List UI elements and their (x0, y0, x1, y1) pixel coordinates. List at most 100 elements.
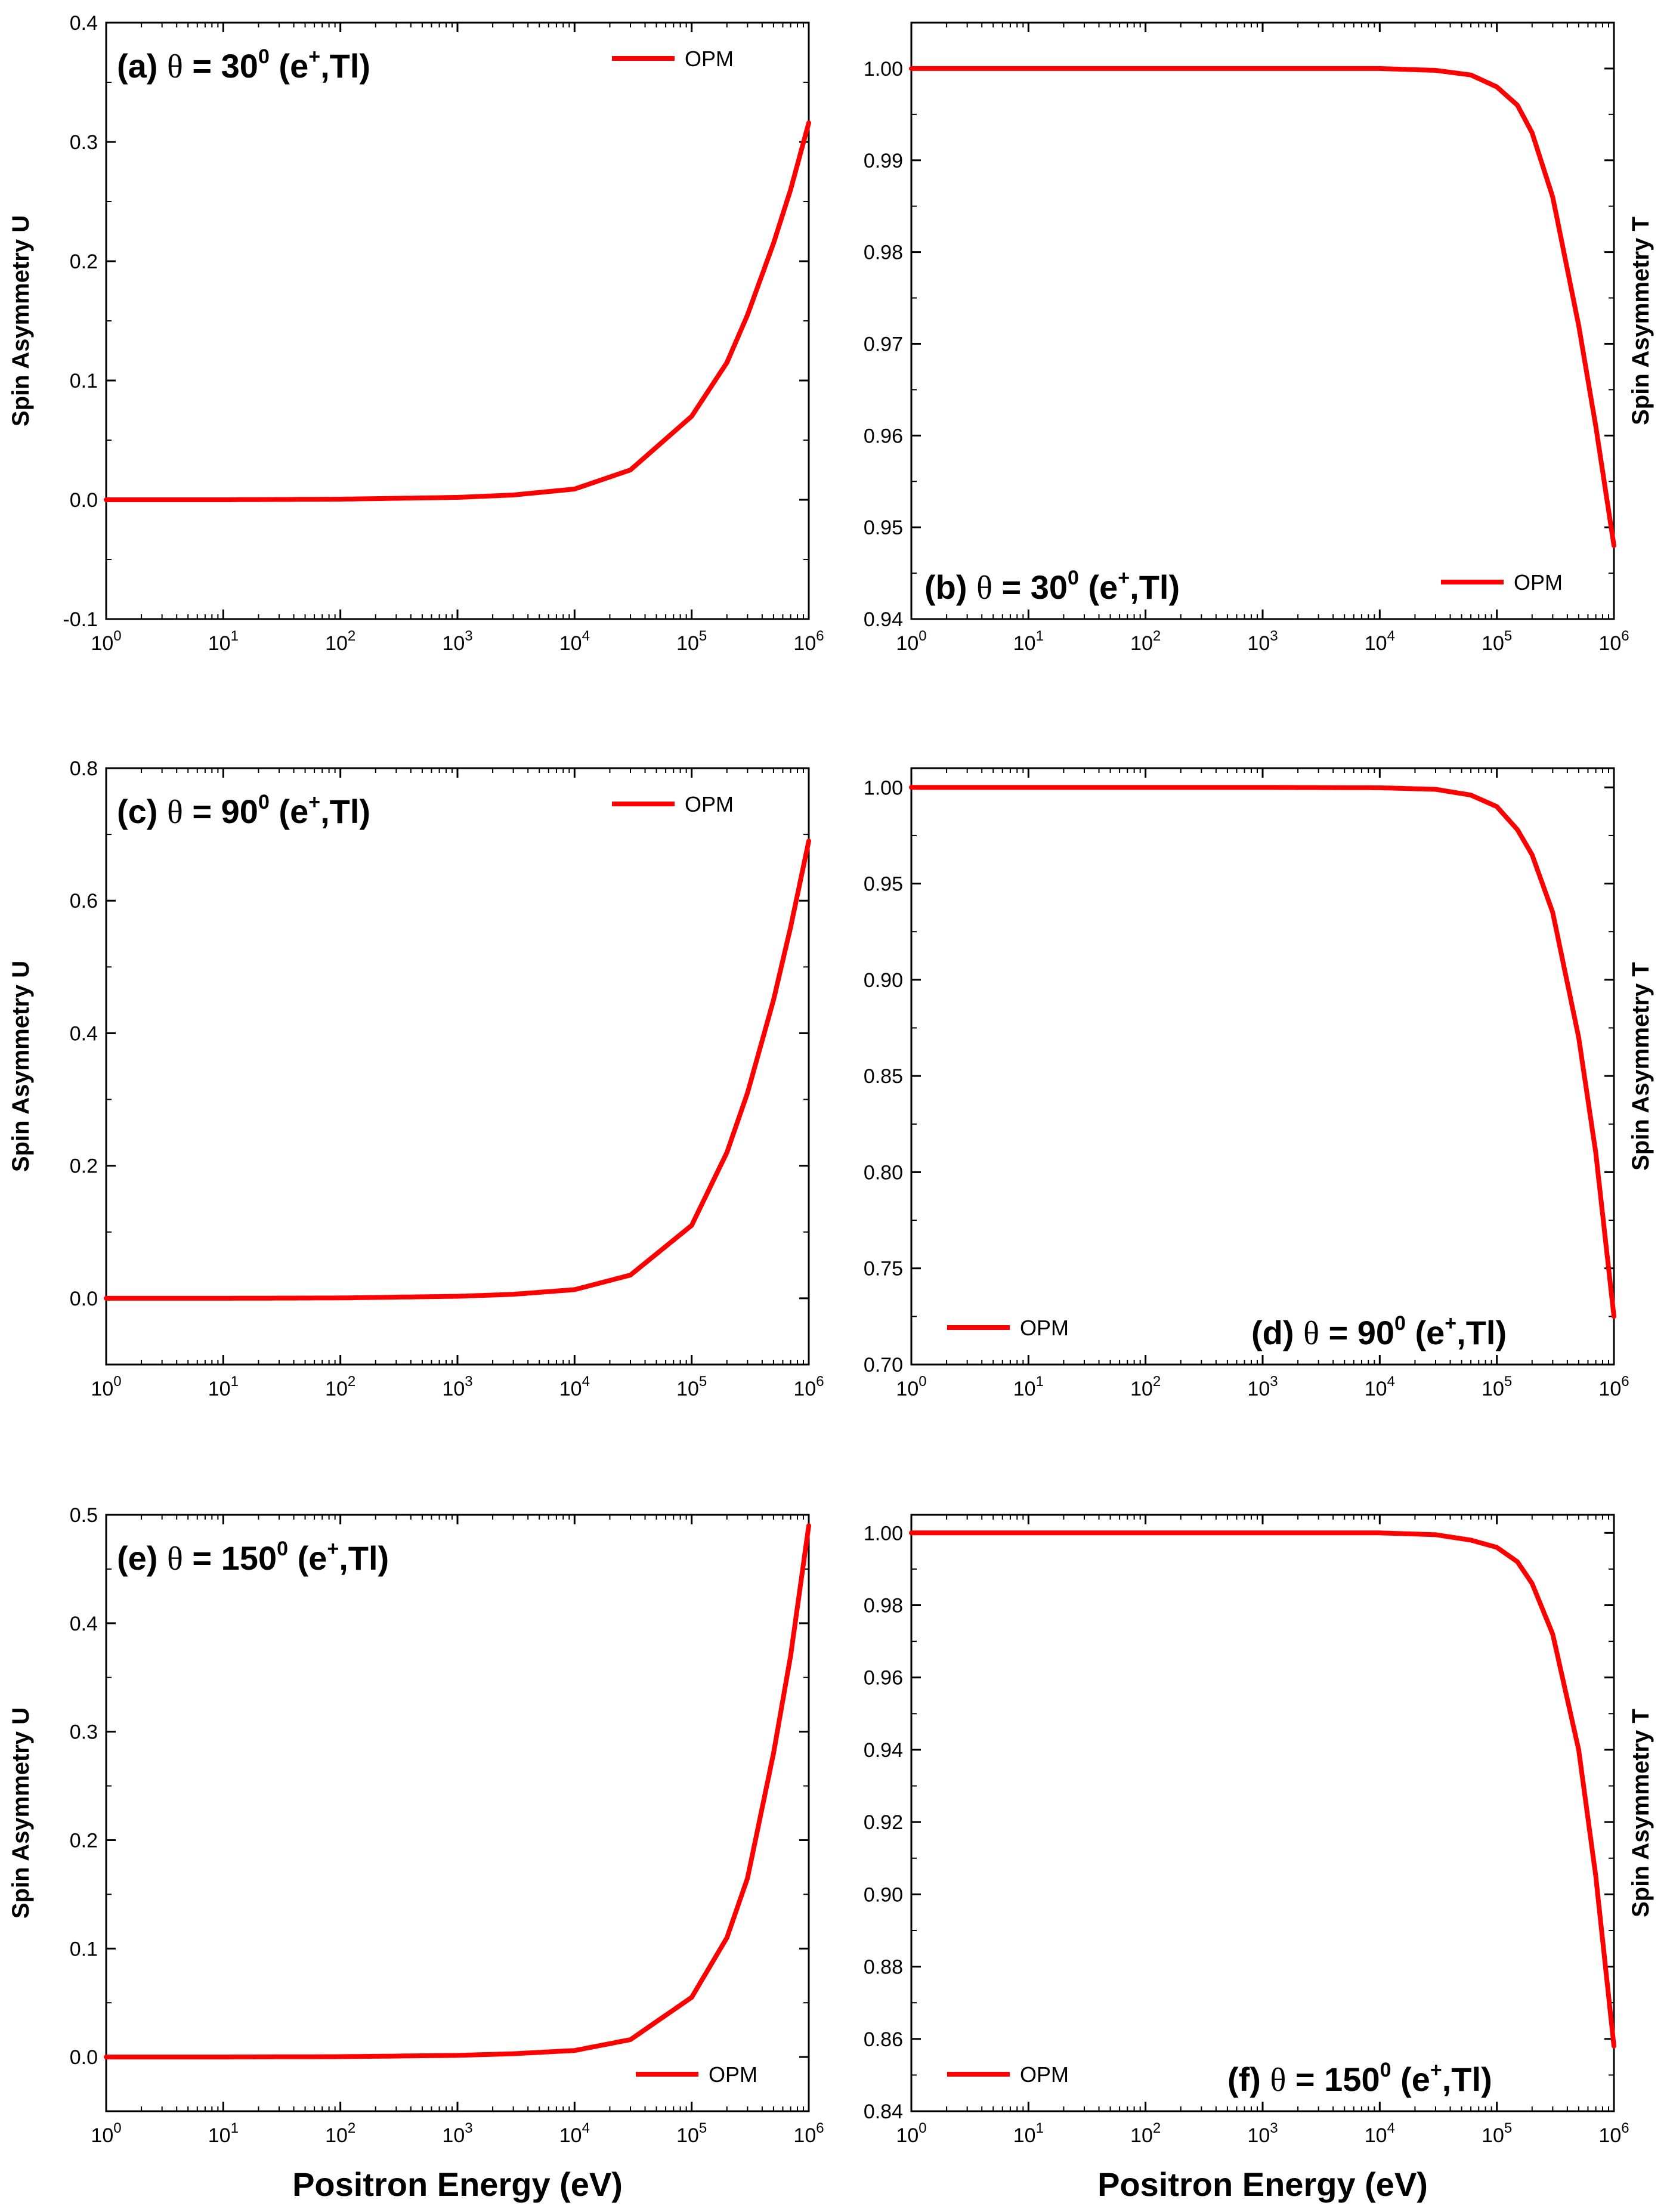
y-tick-label: 0.95 (864, 873, 903, 896)
y-axis-title: Spin Asymmetry U (8, 215, 34, 426)
y-tick-label: 0.96 (864, 1667, 903, 1690)
y-tick-label: 0.4 (70, 1613, 98, 1635)
x-tick-label: 106 (793, 628, 824, 655)
x-tick-label: 100 (896, 1373, 926, 1400)
x-tick-label: 100 (91, 628, 121, 655)
y-tick-label: 0.92 (864, 1811, 903, 1834)
panel-label: (d) θ = 900 (e+,Tl) (1251, 1312, 1507, 1352)
legend: OPM (947, 1316, 1069, 1340)
y-tick-label: 1.00 (864, 1522, 903, 1545)
x-tick-label: 103 (442, 1373, 472, 1400)
y-tick-label: 0.2 (70, 1155, 98, 1178)
y-tick-label: 0.94 (864, 608, 903, 631)
y-tick-label: 0.3 (70, 1721, 98, 1744)
chart-panel-e: 100 101 102 103 104 105 106 0.0 0.1 0.2 0.3 0.4 0.5 S… (8, 1504, 824, 2147)
y-tick-label: -0.1 (63, 608, 98, 631)
chart-panel-d: 100 101 102 103 104 105 106 0.70 0.75 0.80 0.85 0.9… (864, 767, 1654, 1400)
x-tick-label: 100 (91, 2120, 121, 2147)
x-tick-label: 101 (1013, 2120, 1044, 2147)
x-tick-label: 104 (559, 2120, 590, 2147)
x-tick-label: 100 (896, 628, 926, 655)
chart-panel-c: 100 101 102 103 104 105 106 0.0 0.2 0.4 0.6 0.8 Spin… (8, 757, 824, 1400)
x-tick-label: 102 (325, 628, 355, 655)
y-tick-label: 0.88 (864, 1956, 903, 1979)
x-axis-title-right: Positron Energy (eV) (1097, 2165, 1428, 2203)
y-tick-label: 0.90 (864, 969, 903, 992)
legend-label: OPM (1020, 1316, 1069, 1340)
series-line-opm (909, 66, 1616, 548)
x-tick-label: 105 (676, 2120, 707, 2147)
x-tick-label: 105 (1482, 2120, 1512, 2147)
y-tick-label: 0.90 (864, 1883, 903, 1906)
x-tick-label: 104 (559, 628, 590, 655)
y-tick-label: 0.98 (864, 1595, 903, 1617)
legend: OPM (612, 792, 734, 816)
y-tick-label: 0.96 (864, 425, 903, 447)
x-tick-label: 103 (442, 628, 472, 655)
x-tick-label: 104 (559, 1373, 590, 1400)
y-tick-label: 0.0 (70, 489, 98, 512)
y-tick-label: 1.00 (864, 58, 903, 81)
y-tick-label: 0.8 (70, 757, 98, 780)
panel-label: (f) θ = 1500 (e+,Tl) (1227, 2059, 1492, 2099)
x-tick-label: 105 (676, 628, 707, 655)
x-tick-label: 106 (793, 2120, 824, 2147)
x-tick-label: 102 (325, 2120, 355, 2147)
x-tick-label: 106 (1598, 1373, 1629, 1400)
y-tick-label: 0.3 (70, 131, 98, 154)
x-tick-label: 102 (1130, 2120, 1161, 2147)
y-tick-label: 0.98 (864, 242, 903, 264)
series-line-opm (909, 1530, 1616, 2049)
x-tick-label: 101 (1013, 628, 1044, 655)
series-line-opm (909, 785, 1616, 1319)
y-tick-label: 0.2 (70, 250, 98, 273)
y-tick-label: 0.2 (70, 1829, 98, 1852)
series-line-opm (104, 120, 811, 502)
y-tick-label: 0.94 (864, 1739, 903, 1762)
x-tick-label: 105 (1482, 1373, 1512, 1400)
y-tick-label: 0.6 (70, 890, 98, 912)
x-tick-label: 103 (1247, 1373, 1278, 1400)
x-tick-label: 103 (1247, 628, 1278, 655)
x-tick-label: 103 (1247, 2120, 1278, 2147)
legend: OPM (947, 2062, 1069, 2087)
y-axis-title: Spin Asymmetry U (8, 961, 34, 1172)
panels: 100 101 102 103 104 105 106 -0.1 0.0 0.1 0.2 0.3 0.4… (8, 12, 1654, 2147)
legend: OPM (636, 2062, 757, 2087)
x-tick-label: 106 (793, 1373, 824, 1400)
x-tick-label: 100 (91, 1373, 121, 1400)
panel-label: (b) θ = 300 (e+,Tl) (924, 567, 1180, 607)
y-axis-title: Spin Asymmetry U (8, 1707, 34, 1919)
panel-label: (c) θ = 900 (e+,Tl) (117, 791, 370, 831)
x-axis-title-left: Positron Energy (eV) (292, 2165, 623, 2203)
y-tick-label: 0.5 (70, 1504, 98, 1527)
x-tick-label: 102 (325, 1373, 355, 1400)
y-axis-title: Spin Asymmetry T (1628, 962, 1654, 1171)
x-tick-label: 104 (1365, 628, 1395, 655)
x-tick-label: 102 (1130, 628, 1161, 655)
y-tick-label: 0.0 (70, 1288, 98, 1310)
x-tick-label: 104 (1365, 1373, 1395, 1400)
y-tick-label: 0.1 (70, 1938, 98, 1960)
panel-label: (a) θ = 300 (e+,Tl) (117, 45, 370, 85)
x-tick-label: 105 (1482, 628, 1512, 655)
y-tick-label: 0.70 (864, 1354, 903, 1376)
y-axis-title: Spin Asymmetry T (1628, 1709, 1654, 1917)
x-tick-label: 102 (1130, 1373, 1161, 1400)
legend-label: OPM (1514, 570, 1563, 595)
x-tick-label: 106 (1598, 628, 1629, 655)
y-tick-label: 0.86 (864, 2028, 903, 2051)
legend: OPM (1441, 570, 1563, 595)
x-tick-label: 106 (1598, 2120, 1629, 2147)
series-line-opm (104, 1523, 811, 2060)
y-tick-label: 0.84 (864, 2100, 903, 2123)
x-tick-label: 105 (676, 1373, 707, 1400)
x-tick-label: 101 (208, 1373, 239, 1400)
legend: OPM (612, 47, 734, 71)
x-tick-label: 101 (208, 2120, 239, 2147)
y-tick-label: 0.1 (70, 370, 98, 392)
x-tick-label: 104 (1365, 2120, 1395, 2147)
y-tick-label: 0.4 (70, 1022, 98, 1045)
